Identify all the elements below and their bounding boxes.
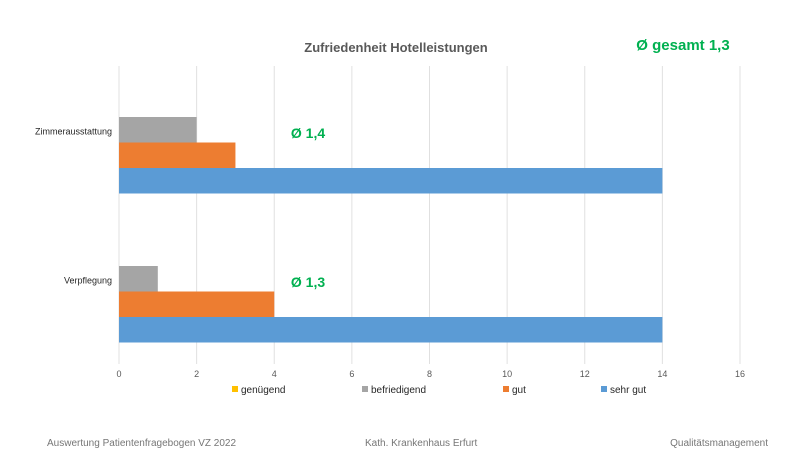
- legend-label: befriedigend: [371, 385, 426, 396]
- category-average-annotation: Ø 1,3: [291, 274, 325, 290]
- x-tick-label: 6: [349, 369, 354, 379]
- bar: [119, 266, 158, 292]
- x-tick-label: 10: [502, 369, 512, 379]
- x-tick-label: 12: [580, 369, 590, 379]
- legend-swatch: [232, 386, 238, 392]
- bars: [119, 117, 663, 343]
- x-tick-label: 16: [735, 369, 745, 379]
- legend-label: gut: [512, 385, 526, 396]
- x-tick-label: 4: [272, 369, 277, 379]
- gridlines: [118, 66, 741, 364]
- chart-title: Zufriedenheit Hotelleistungen: [304, 40, 488, 55]
- legend-swatch: [503, 386, 509, 392]
- x-tick-label: 0: [116, 369, 121, 379]
- category-label: Verpflegung: [64, 276, 112, 286]
- legend-swatch: [601, 386, 607, 392]
- legend-label: genügend: [241, 385, 286, 396]
- category-average-annotation: Ø 1,4: [291, 125, 325, 141]
- bar: [119, 291, 275, 317]
- overall-average-annotation: Ø gesamt 1,3: [636, 37, 729, 54]
- category-labels: Zimmerausstattung Verpflegung: [35, 127, 112, 286]
- category-label: Zimmerausstattung: [35, 127, 112, 137]
- bar: [119, 117, 197, 143]
- bar: [119, 168, 663, 194]
- x-tick-label: 14: [657, 369, 667, 379]
- bar: [119, 317, 663, 343]
- legend-swatch: [362, 386, 368, 392]
- x-axis-ticks: 0 2 4 6 8 10 12 14 16: [116, 369, 745, 379]
- footer-hospital-name: Kath. Krankenhaus Erfurt: [365, 438, 478, 449]
- x-tick-label: 8: [427, 369, 432, 379]
- footer-department: Qualitätsmanagement: [670, 438, 768, 449]
- category-annotations: Ø 1,4 Ø 1,3: [291, 125, 325, 290]
- legend: genügend befriedigend gut sehr gut: [232, 385, 646, 396]
- footer-report-title: Auswertung Patientenfragebogen VZ 2022: [47, 438, 237, 449]
- x-tick-label: 2: [194, 369, 199, 379]
- bar: [119, 142, 236, 168]
- legend-label: sehr gut: [610, 385, 646, 396]
